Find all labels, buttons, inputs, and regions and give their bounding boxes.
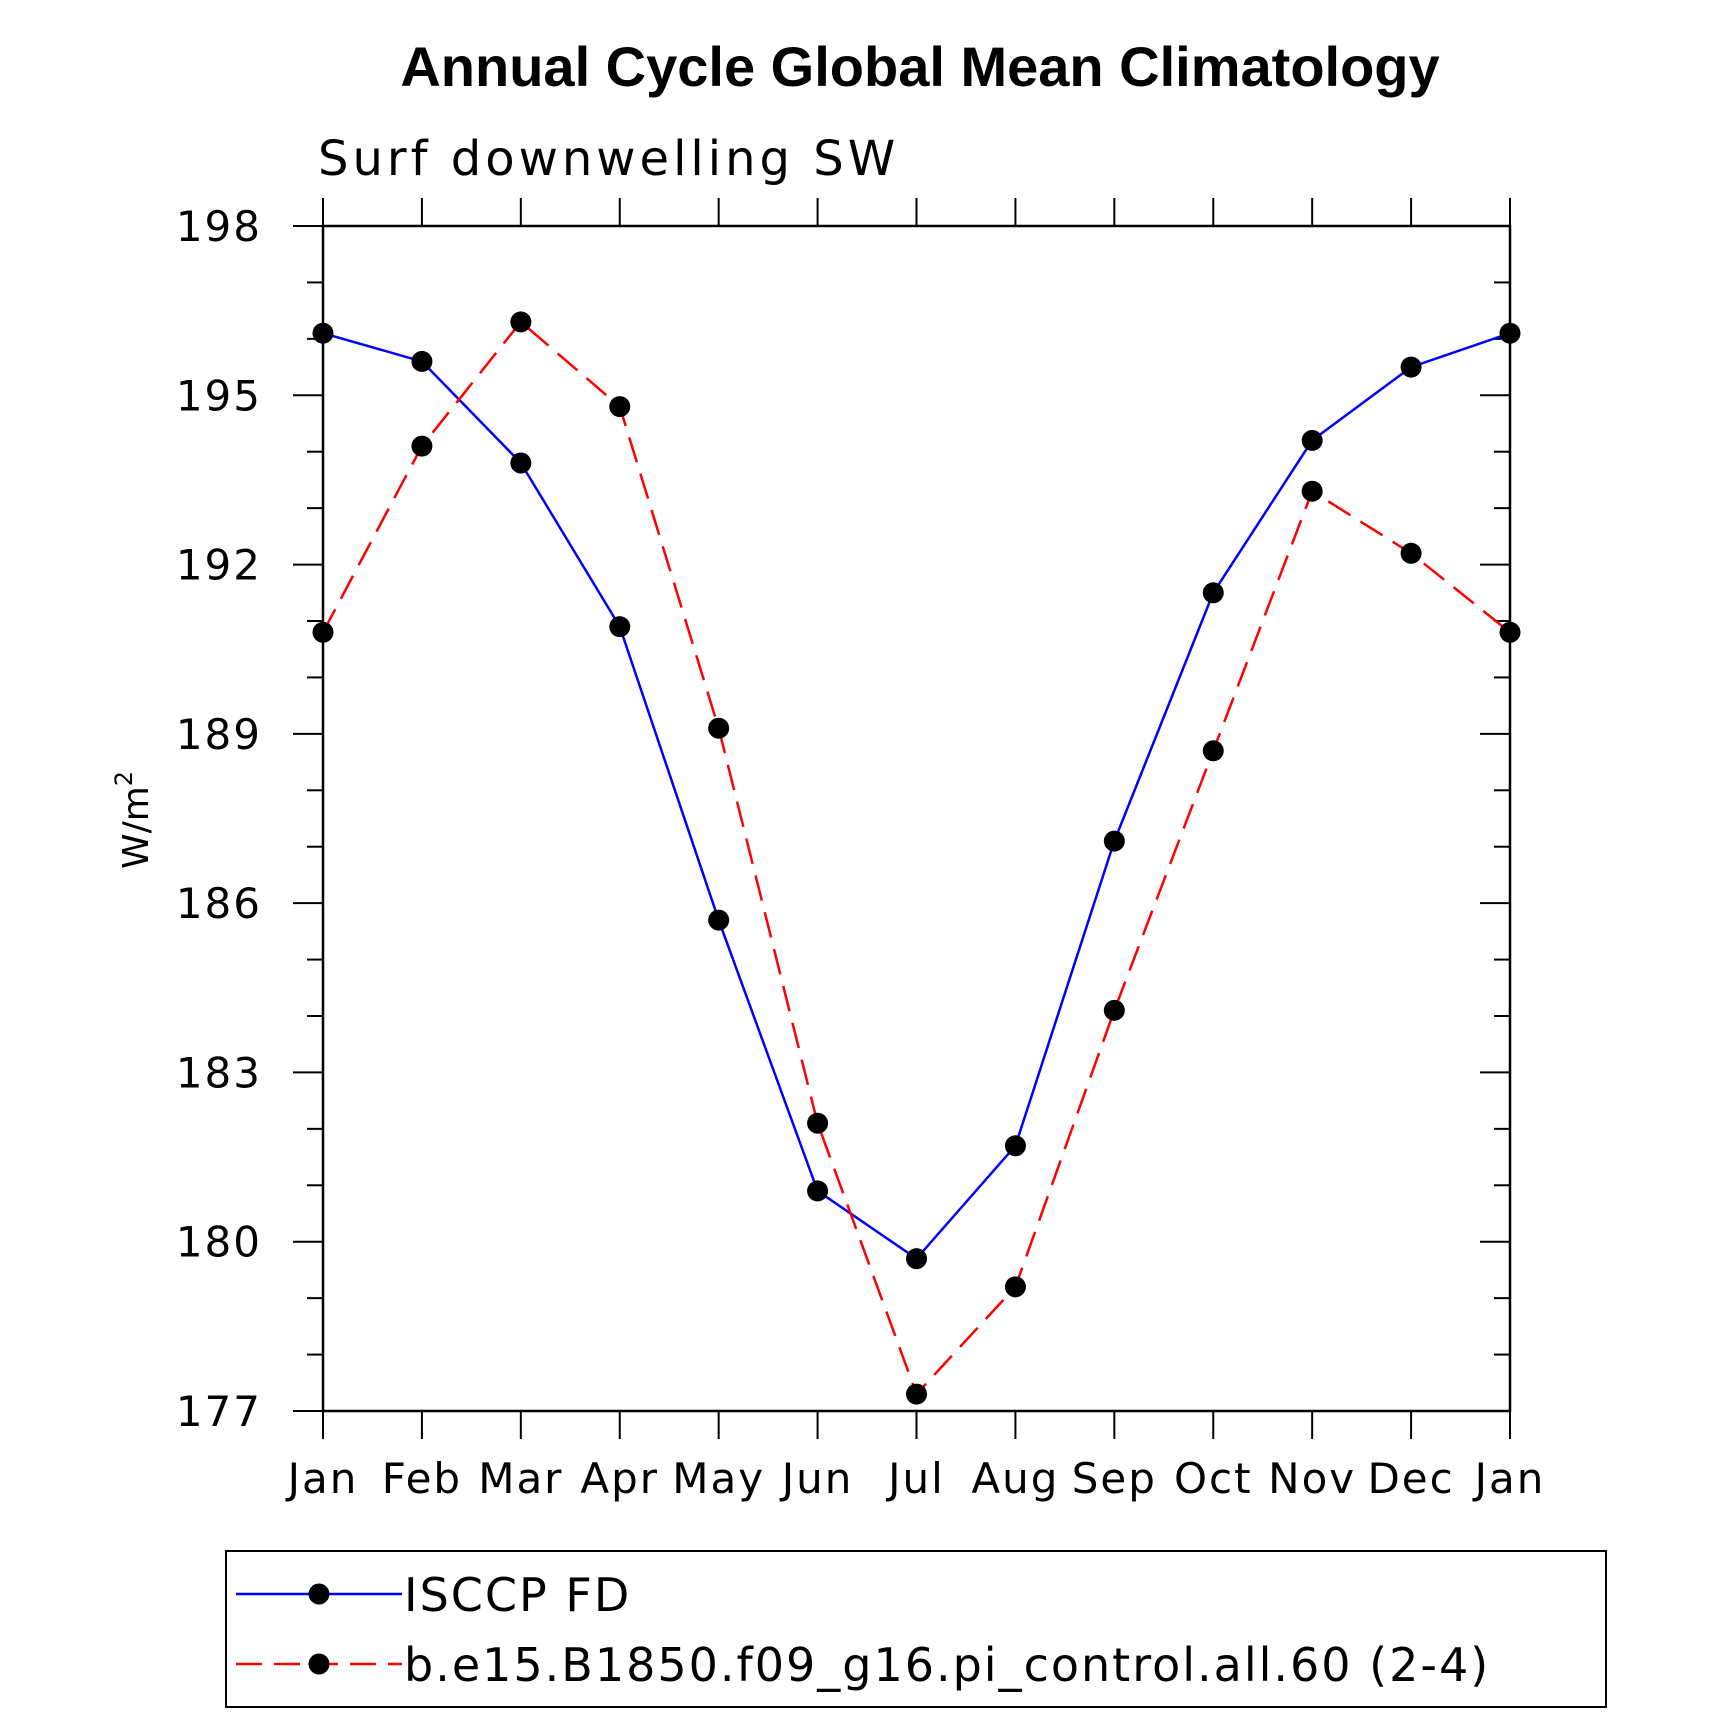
series-2-point [708,717,730,739]
legend-marker-2 [308,1653,330,1675]
series-line-2 [321,320,1511,1397]
plot-frame [321,224,1512,1413]
y-tick-label: 183 [176,1048,262,1097]
x-tick-label: Jan [1472,1454,1546,1503]
series-1-point [1499,322,1521,344]
series-1-point [807,1180,829,1202]
series-2-point [1499,621,1521,643]
x-tick-label: Aug [971,1454,1059,1503]
chart-subtitle: Surf downwelling SW [318,131,899,187]
series-1-point [1202,582,1224,604]
y-tick-label: 177 [176,1387,262,1436]
y-tick-label: 186 [176,879,262,928]
series-layer [312,311,1521,1405]
y-tick-label: 189 [176,710,262,759]
series-1-point [312,322,334,344]
x-tick-label: Dec [1367,1454,1454,1503]
x-tick-label: May [672,1454,765,1503]
series-2-point [1400,542,1422,564]
series-2-point [510,311,532,333]
plot-area [321,224,1512,1413]
series-2-point [1301,480,1323,502]
series-2-point [1004,1276,1026,1298]
series-2-point [1103,999,1125,1021]
series-1-point [1004,1135,1026,1157]
y-tick-label: 180 [176,1218,262,1267]
x-tick-label: Jul [885,1454,945,1503]
x-tick-label: Apr [580,1454,659,1503]
x-tick-label: Nov [1268,1454,1356,1503]
series-2-point [906,1383,927,1405]
series-1-point [1103,830,1125,852]
series-1-point [708,909,730,931]
series-1-point [1400,356,1422,378]
series-1-point [906,1248,927,1270]
series-2-point [1202,740,1224,762]
series-1-point [609,616,631,638]
series-line-1 [322,332,1511,1261]
x-tick-label: Mar [478,1454,563,1503]
y-tick-label: 195 [176,371,262,420]
x-tick-label: Jan [285,1454,359,1503]
y-axis-label: W/m2 [110,771,157,869]
series-2-point [807,1112,829,1134]
x-tick-label: Oct [1174,1454,1253,1503]
x-tick-label: Sep [1072,1454,1157,1503]
series-2-point [411,435,433,457]
series-1-point [411,350,433,372]
axes: 177 180 183 186 189 192 195 198 Jan Feb Mar Apr May J… [110,198,1546,1503]
y-tick-label: 198 [176,202,262,251]
legend-marker-1 [308,1583,330,1605]
chart-title: Annual Cycle Global Mean Climatology [400,35,1439,98]
y-axis-label-superscript: 2 [110,771,138,786]
legend-label-1: ISCCP FD [404,1568,631,1622]
legend-label-2: b.e15.B1850.f09_g16.pi_control.all.60 (2… [404,1638,1490,1692]
legend: ISCCP FD b.e15.B1850.f09_g16.pi_control.a… [225,1550,1607,1708]
series-1-point [510,452,532,474]
series-1-point [1301,429,1323,451]
series-2-point [609,396,631,418]
y-tick-label: 192 [176,541,262,590]
legend-box [225,1550,1607,1708]
x-tick-label: Feb [382,1454,462,1503]
x-tick-label: Jun [779,1454,854,1503]
series-2-point [312,621,334,643]
